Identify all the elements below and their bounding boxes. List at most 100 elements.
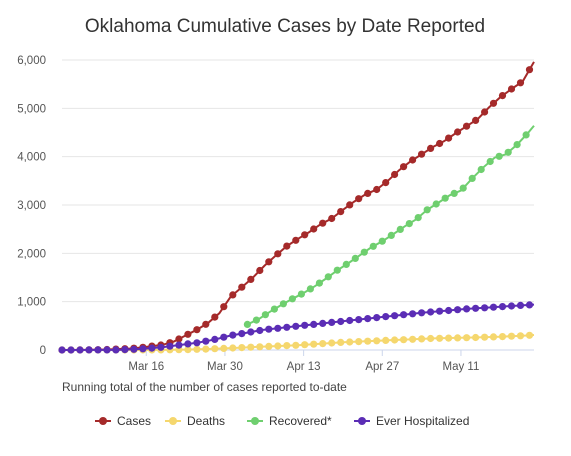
data-point — [463, 305, 471, 313]
data-point — [405, 220, 413, 228]
data-point — [387, 231, 395, 239]
x-tick-label: Apr 13 — [287, 361, 321, 373]
legend-item[interactable]: Cases — [95, 414, 151, 428]
data-point — [346, 201, 354, 209]
data-point — [498, 303, 507, 311]
data-point — [265, 325, 273, 333]
data-point — [418, 309, 426, 317]
data-point — [202, 345, 210, 353]
data-point — [459, 184, 467, 192]
data-point — [481, 333, 489, 341]
y-tick-label: 5,000 — [17, 103, 46, 115]
data-point — [525, 66, 534, 74]
legend-swatch — [358, 417, 366, 425]
data-point — [211, 345, 219, 353]
gridlines — [62, 59, 534, 351]
data-point — [157, 343, 165, 351]
data-point — [364, 189, 372, 197]
data-point — [283, 242, 291, 250]
data-point — [391, 336, 399, 344]
data-point — [243, 320, 251, 328]
data-point — [525, 301, 534, 309]
legend-label: Ever Hospitalized — [376, 414, 469, 428]
data-point — [436, 334, 444, 342]
data-point — [130, 345, 138, 353]
data-point — [315, 279, 323, 287]
legend-item[interactable]: Recovered* — [247, 414, 332, 428]
data-point — [489, 99, 498, 107]
data-point — [175, 341, 183, 349]
data-point — [256, 326, 264, 335]
data-point — [360, 248, 368, 256]
y-tick-label: 2,000 — [17, 248, 46, 260]
data-point — [516, 301, 525, 309]
data-point — [418, 150, 426, 158]
data-point — [139, 345, 147, 353]
data-point — [306, 285, 314, 293]
data-point — [414, 214, 422, 222]
data-point — [507, 302, 516, 310]
data-point — [355, 316, 363, 324]
data-point — [445, 334, 453, 342]
data-point — [346, 316, 354, 325]
data-point — [238, 344, 246, 352]
legend-label: Cases — [117, 414, 151, 428]
data-point — [211, 335, 219, 343]
data-point — [423, 206, 431, 214]
data-point — [256, 343, 264, 351]
data-point — [373, 337, 381, 345]
data-point — [184, 346, 192, 354]
series-line — [246, 125, 535, 326]
data-point — [175, 335, 183, 343]
data-point — [67, 346, 75, 354]
data-point — [274, 324, 282, 332]
data-point — [463, 122, 471, 130]
data-point — [481, 108, 489, 116]
data-point — [274, 342, 282, 350]
data-point — [441, 194, 449, 202]
data-point — [382, 179, 390, 187]
data-point — [220, 333, 228, 341]
data-point — [310, 340, 318, 348]
legend-swatch — [251, 417, 259, 425]
data-point — [382, 313, 390, 321]
data-point — [292, 322, 300, 330]
y-tick-label: 0 — [40, 345, 46, 357]
data-point — [265, 258, 273, 266]
x-axis-ticks: Mar 16 Mar 30 Apr 13 Apr 27 May 11 — [128, 350, 479, 373]
data-point — [301, 231, 309, 239]
data-point — [193, 339, 201, 347]
data-point — [516, 79, 525, 87]
data-point — [427, 308, 435, 316]
data-point — [346, 338, 354, 346]
data-point — [418, 335, 426, 343]
data-point — [400, 163, 408, 171]
data-point — [261, 311, 269, 319]
data-point — [328, 214, 336, 223]
data-point — [193, 326, 201, 334]
data-point — [319, 319, 327, 327]
data-point — [489, 333, 498, 341]
data-point — [211, 313, 219, 321]
data-point — [202, 320, 210, 328]
data-point — [288, 295, 296, 303]
data-point — [409, 156, 417, 164]
data-point — [121, 346, 129, 354]
data-point — [486, 157, 494, 166]
data-point — [450, 189, 458, 197]
data-point — [382, 336, 390, 344]
data-point — [522, 131, 530, 139]
legend: Cases Deaths Recovered* Ever Hospitalized — [95, 414, 469, 428]
data-point — [513, 141, 521, 149]
data-point — [463, 334, 471, 342]
data-point — [202, 337, 210, 345]
series-ever-hospitalized — [58, 301, 535, 354]
data-point — [436, 307, 444, 315]
legend-item[interactable]: Ever Hospitalized — [354, 414, 469, 428]
data-point — [337, 208, 345, 216]
data-point — [507, 332, 516, 340]
data-point — [279, 300, 287, 308]
data-point — [409, 310, 417, 318]
legend-item[interactable]: Deaths — [165, 414, 225, 428]
data-point — [472, 304, 480, 312]
